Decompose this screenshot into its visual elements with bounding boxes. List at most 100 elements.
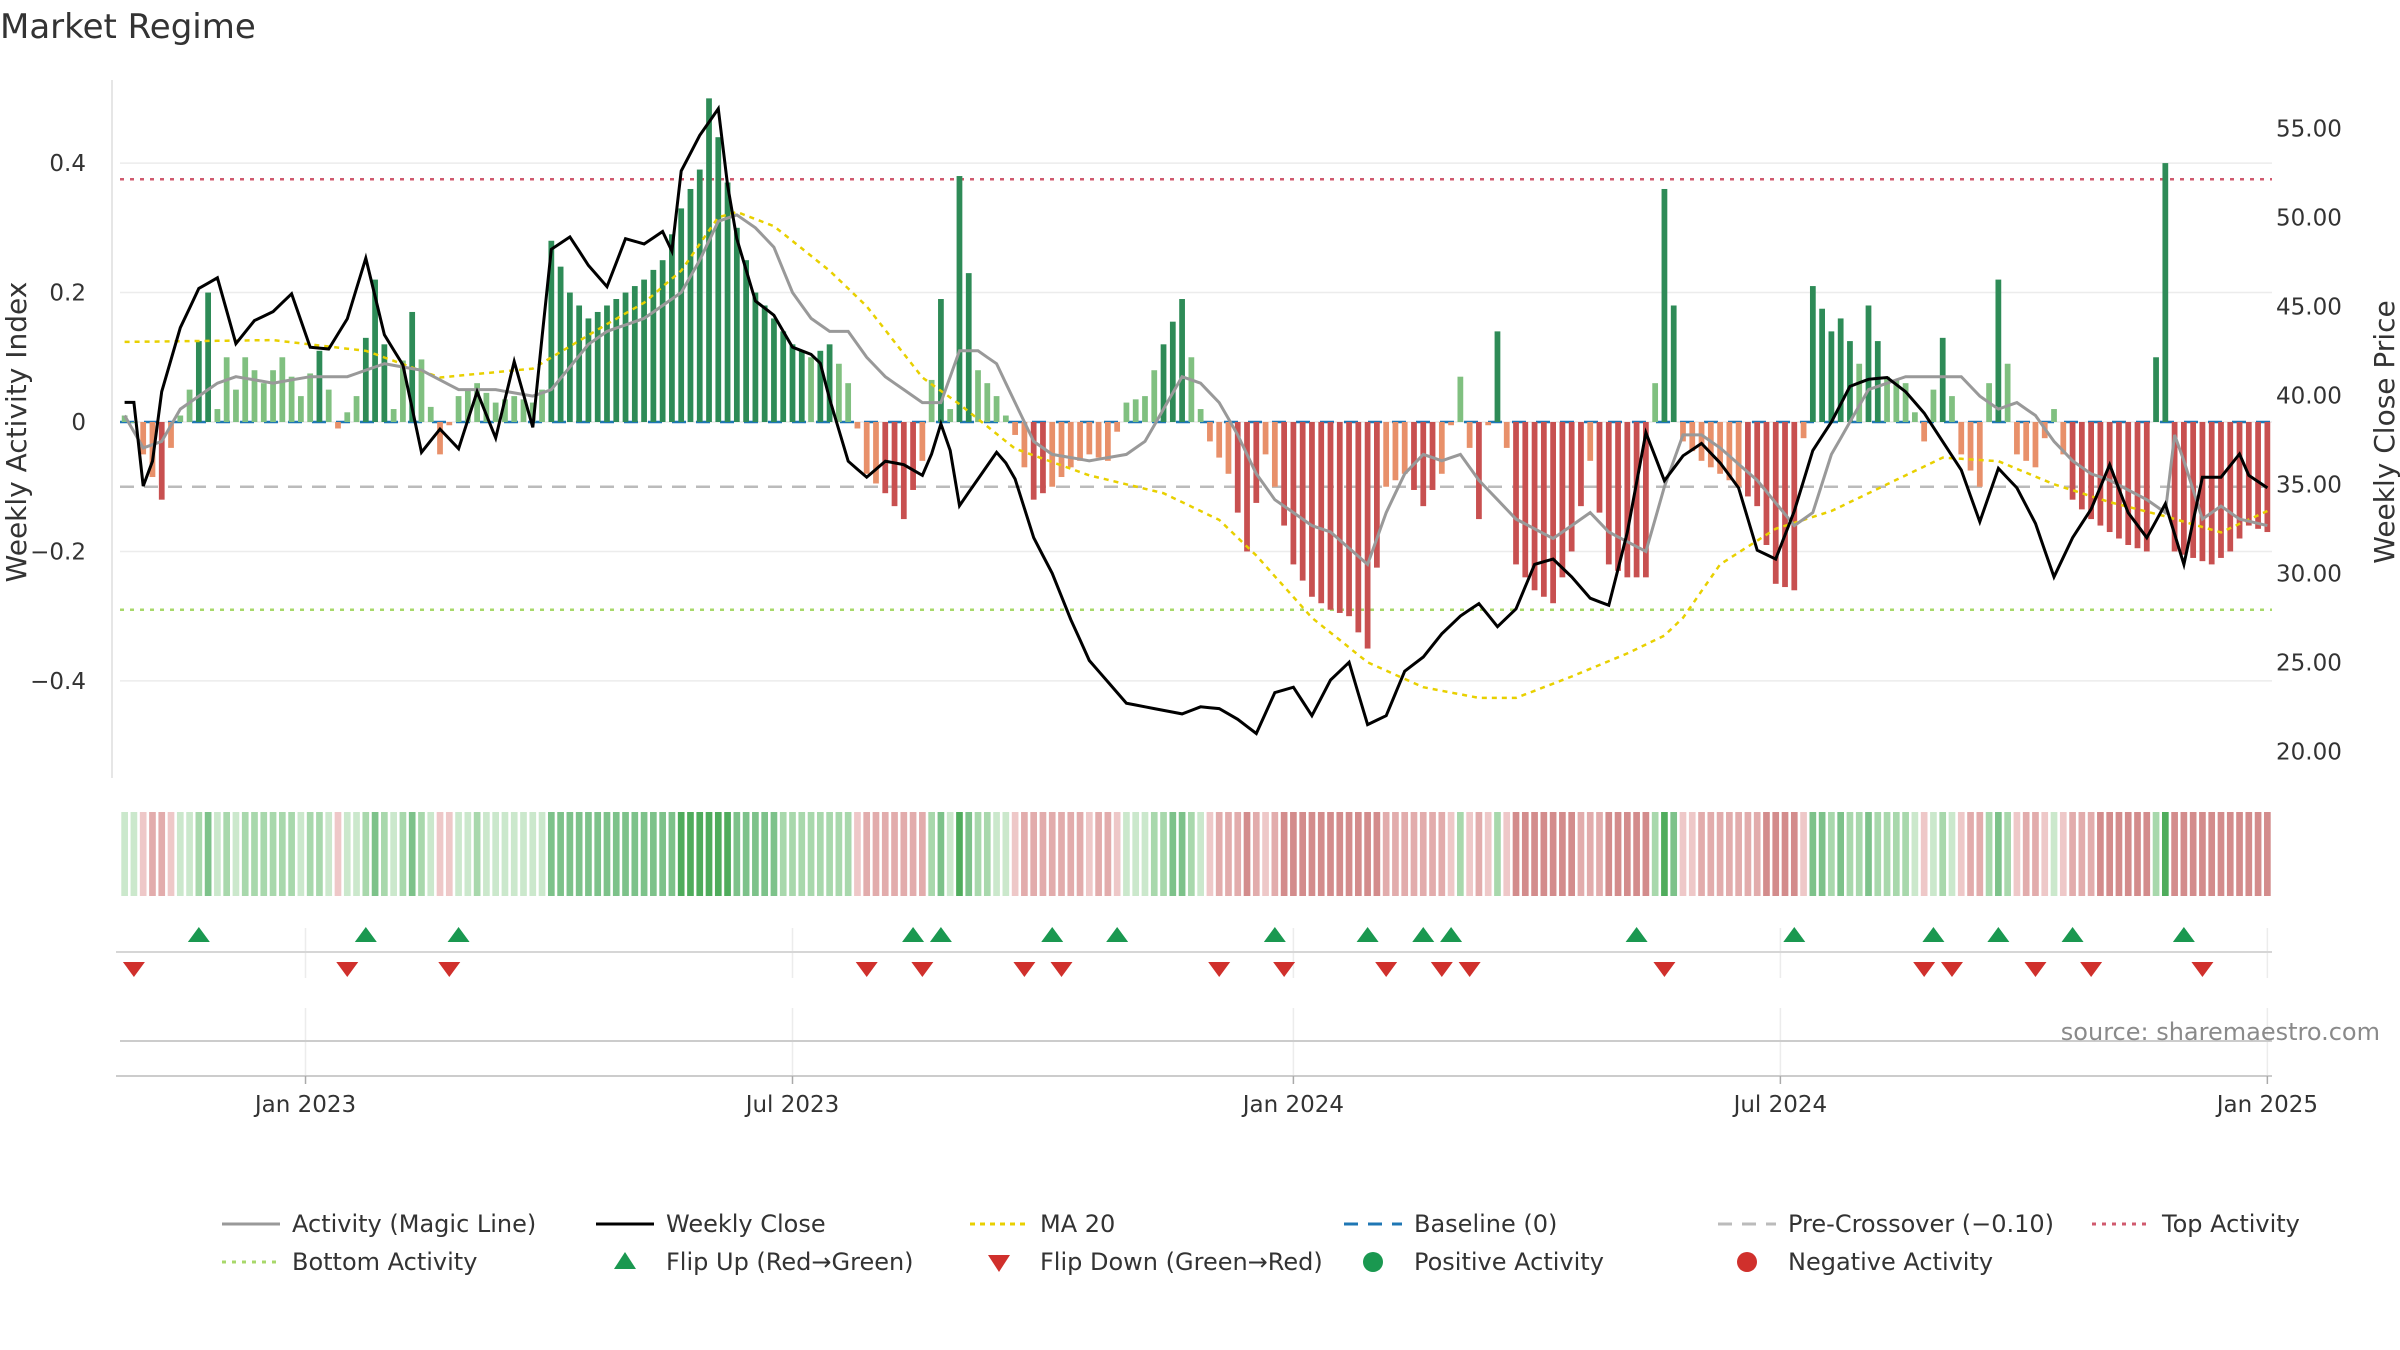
activity-bar: [2097, 422, 2104, 526]
activity-bar: [260, 383, 267, 422]
activity-bar: [1401, 422, 1408, 474]
regime-strip: [121, 812, 2271, 896]
activity-bar: [335, 422, 341, 429]
regime-cell: [1076, 812, 1084, 896]
activity-bar: [131, 422, 137, 423]
regime-cell: [1939, 812, 1947, 896]
activity-bar: [446, 422, 453, 426]
regime-cell: [937, 812, 945, 896]
regime-cell: [2226, 812, 2234, 896]
activity-bar: [1754, 422, 1761, 507]
regime-cell: [2050, 812, 2058, 896]
regime-cell: [121, 812, 128, 896]
regime-cell: [2087, 812, 2095, 896]
regime-cell: [1188, 812, 1195, 896]
activity-bar: [1420, 422, 1427, 507]
flip-up-marker: [187, 927, 210, 942]
legend-item: Weekly Close: [596, 1210, 826, 1238]
activity-bar: [233, 389, 239, 422]
activity-bar: [984, 383, 991, 422]
legend-item: Flip Up (Red→Green): [614, 1248, 914, 1276]
activity-bar: [1355, 422, 1362, 633]
activity-bar: [2004, 363, 2011, 422]
legend-item: Pre-Crossover (−0.10): [1718, 1210, 2054, 1238]
activity-bar: [2032, 422, 2039, 468]
regime-cell: [1809, 812, 1817, 896]
activity-bar: [1318, 422, 1325, 604]
y-tick-label-right: 45.00: [2276, 294, 2342, 320]
activity-bar: [1169, 321, 1176, 422]
y-axis-label-right: Weekly Close Price: [2368, 300, 2400, 563]
x-tick-label: Jul 2023: [744, 1092, 840, 1118]
activity-bar: [1624, 422, 1631, 578]
activity-bar: [965, 273, 972, 422]
flip-down-marker: [336, 962, 359, 977]
activity-bar: [223, 357, 230, 422]
regime-cell: [1039, 812, 1047, 896]
activity-bar: [1216, 422, 1223, 458]
activity-bar: [1160, 344, 1167, 422]
regime-cell: [2180, 812, 2188, 896]
flip-down-marker: [1375, 962, 1398, 977]
regime-cell: [473, 812, 481, 896]
activity-bar: [1587, 422, 1594, 461]
activity-bar: [1095, 422, 1102, 458]
flip-down-marker: [1458, 962, 1481, 977]
x-tick-label: Jan 2024: [1241, 1092, 1344, 1118]
activity-bar: [140, 422, 147, 455]
flip-up-marker: [1922, 927, 1945, 942]
activity-bar: [418, 359, 425, 422]
flip-markers-panel: [116, 927, 2272, 978]
regime-cell: [1021, 812, 1028, 896]
regime-cell: [2264, 812, 2271, 896]
activity-bar: [1197, 409, 1204, 422]
regime-cell: [946, 812, 954, 896]
regime-cell: [1698, 812, 1705, 896]
activity-bar: [400, 360, 406, 422]
activity-bar: [288, 376, 295, 422]
x-tick-label: Jan 2023: [253, 1092, 356, 1118]
regime-cell: [891, 812, 898, 896]
activity-bar: [372, 279, 378, 422]
y-tick-label-right: 50.00: [2276, 205, 2342, 231]
flip-up-marker: [447, 927, 470, 942]
flip-down-marker: [911, 962, 934, 977]
regime-cell: [575, 812, 583, 896]
activity-bar: [1800, 422, 1807, 439]
y-tick-label-right: 40.00: [2276, 383, 2342, 409]
ma20-line: [124, 210, 2268, 700]
legend-item: Activity (Magic Line): [222, 1210, 536, 1238]
regime-cell: [139, 812, 147, 896]
y-tick-label-right: 20.00: [2276, 739, 2342, 765]
activity-bar: [1299, 422, 1306, 581]
regime-cell: [1781, 812, 1789, 896]
activity-bar: [1123, 402, 1130, 422]
regime-cell: [714, 812, 722, 896]
regime-cell: [1837, 812, 1845, 896]
regime-cell: [297, 812, 305, 896]
activity-bar: [1689, 422, 1696, 452]
regime-cell: [1521, 812, 1529, 896]
activity-bar: [873, 422, 879, 484]
regime-cell: [919, 812, 926, 896]
legend-label: Flip Up (Red→Green): [666, 1248, 914, 1276]
regime-cell: [1744, 812, 1752, 896]
activity-bar: [2181, 422, 2187, 555]
regime-cell: [733, 812, 741, 896]
activity-bar: [1244, 422, 1250, 552]
regime-cell: [622, 812, 629, 896]
regime-cell: [1002, 812, 1010, 896]
activity-bar: [938, 299, 944, 422]
regime-cell: [705, 812, 713, 896]
activity-bar: [826, 344, 833, 422]
flip-down-marker: [438, 962, 461, 977]
regime-cell: [668, 812, 676, 896]
regime-cell: [1883, 812, 1891, 896]
activity-bar: [928, 379, 935, 422]
regime-cell: [1345, 812, 1353, 896]
flip-down-marker: [1273, 962, 1296, 977]
activity-bar: [1336, 422, 1343, 613]
activity-bar: [1253, 422, 1260, 503]
flip-down-marker: [1430, 962, 1453, 977]
regime-cell: [863, 812, 871, 896]
